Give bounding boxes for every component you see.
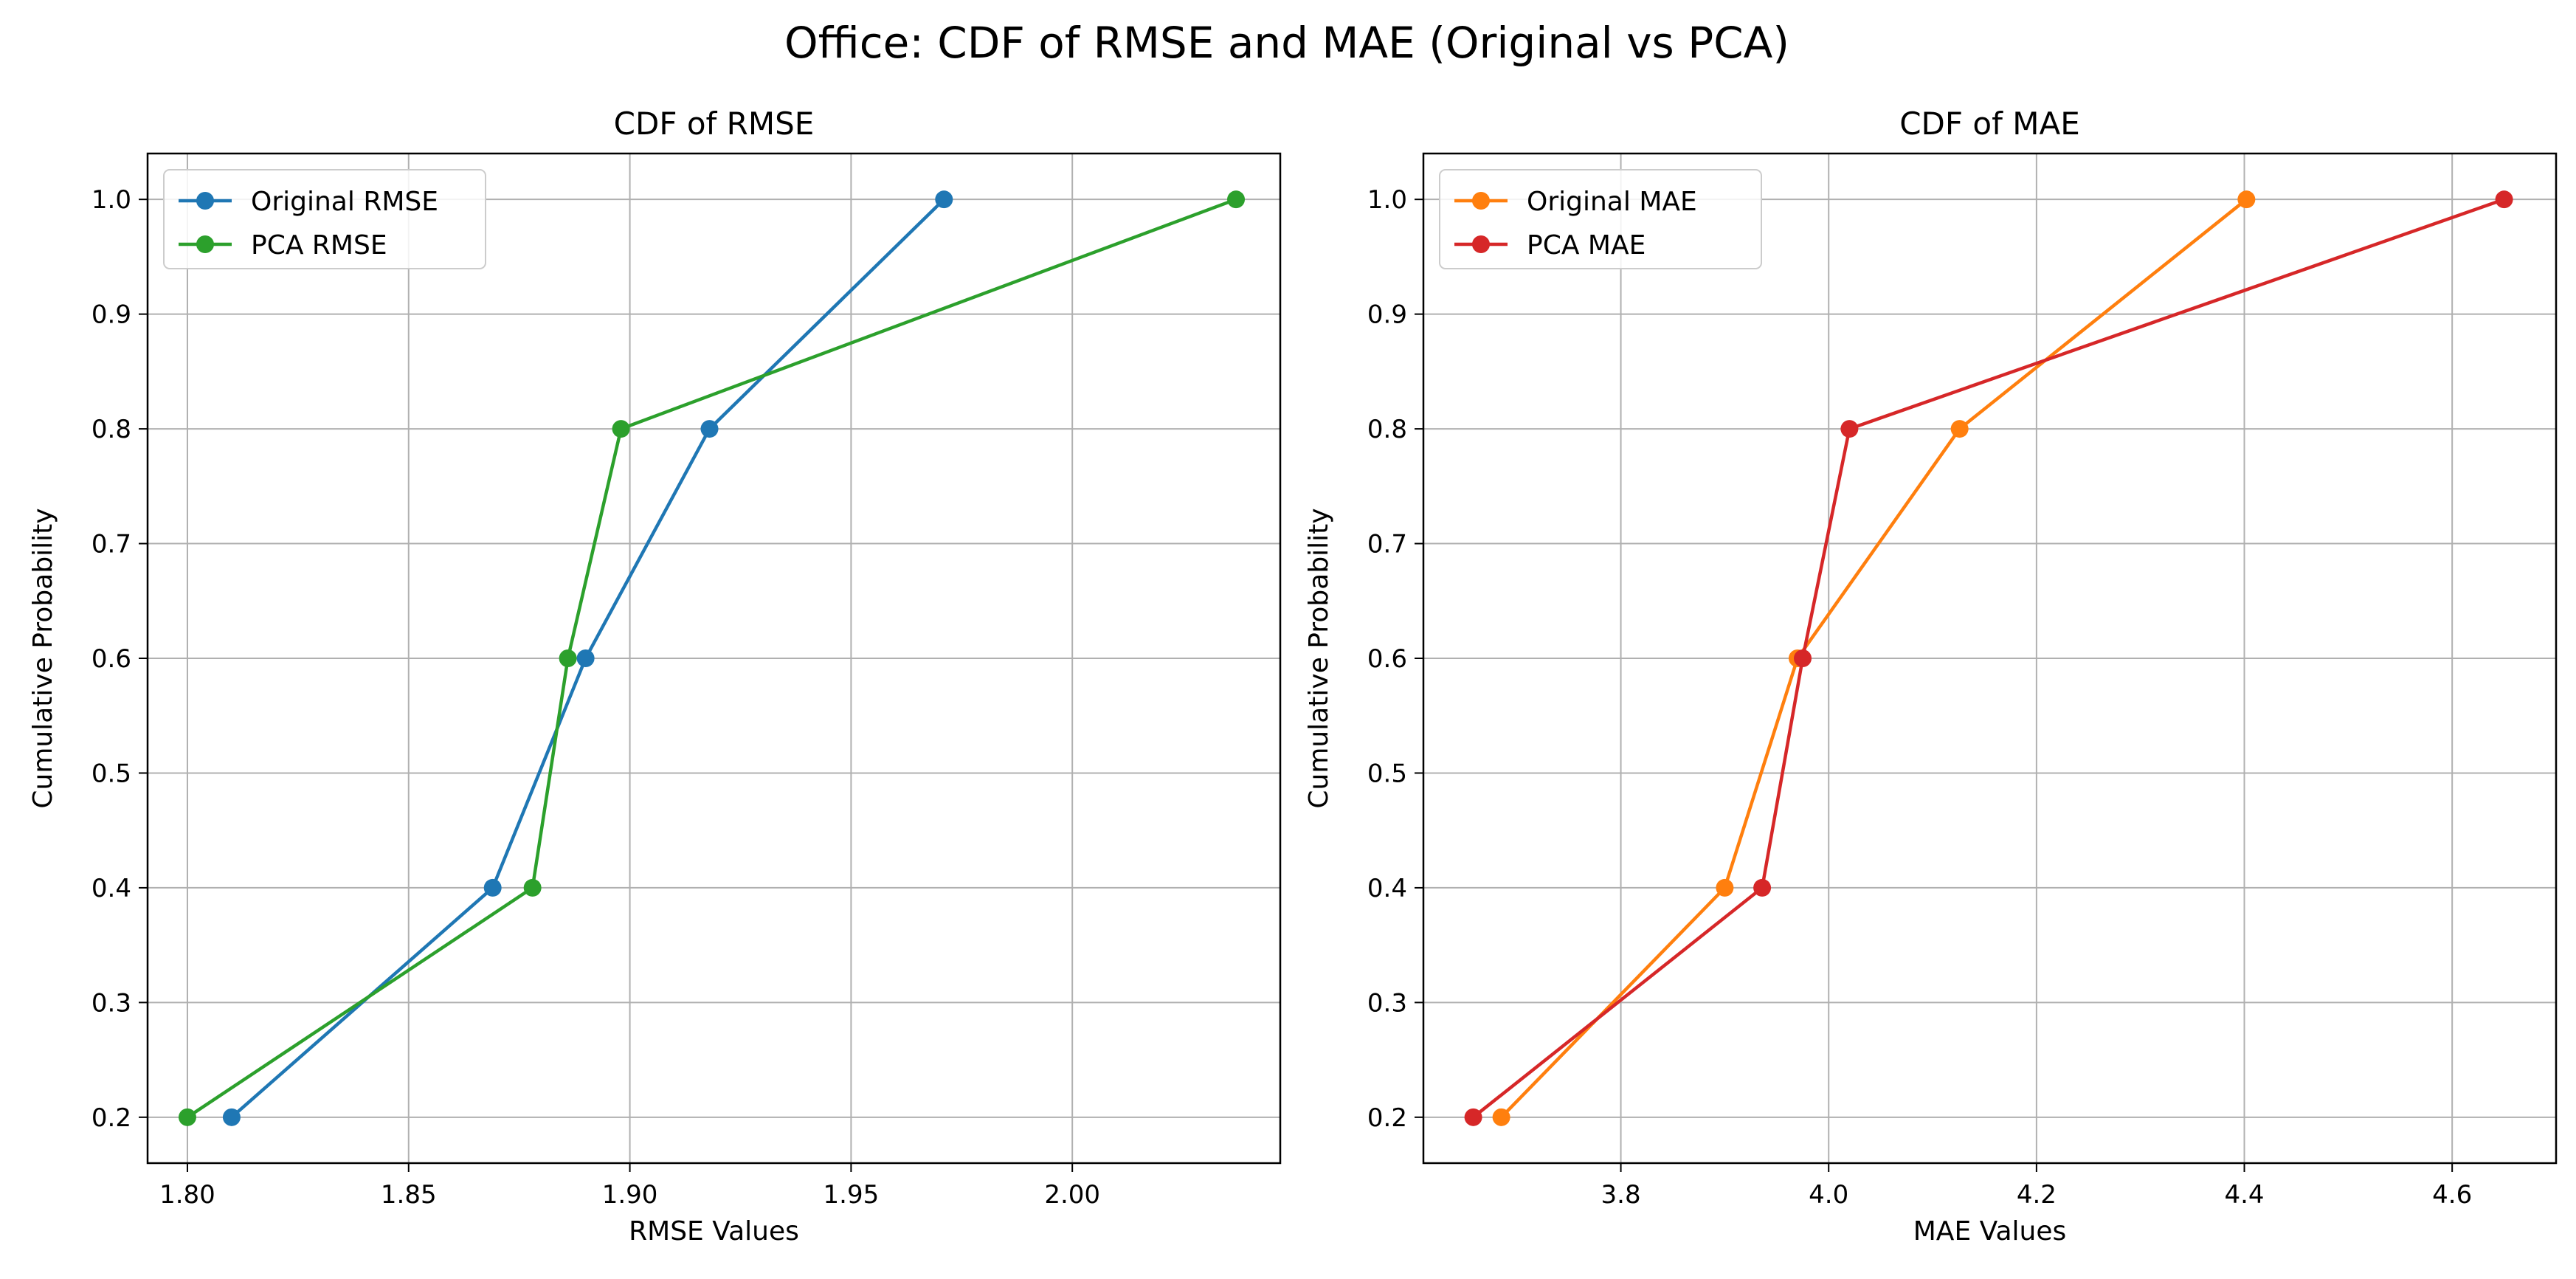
pca-mae-point (1840, 420, 1859, 438)
mae-y-tick-label: 1.0 (1367, 185, 1407, 215)
rmse-y-tick-label: 0.2 (91, 1103, 131, 1133)
mae-y-tick-label: 0.5 (1367, 759, 1407, 788)
rmse-axes-frame (146, 152, 1282, 1165)
rmse-x-tick-label: 1.90 (602, 1180, 658, 1210)
original-rmse-point (935, 190, 953, 209)
mae-y-tick-label: 0.6 (1367, 644, 1407, 674)
mae-x-axis-label: MAE Values (1913, 1216, 2067, 1247)
rmse-y-tick-label: 0.4 (91, 874, 131, 903)
mae-y-tick-label: 0.7 (1367, 530, 1407, 559)
rmse-x-tick-label: 2.00 (1044, 1180, 1100, 1210)
mae-y-tick-label: 0.3 (1367, 988, 1407, 1018)
figure-suptitle: Office: CDF of RMSE and MAE (Original vs… (784, 18, 1789, 68)
pca-rmse-legend-marker (196, 235, 214, 253)
mae-y-tick-label: 0.2 (1367, 1103, 1407, 1133)
rmse-y-tick-label: 0.9 (91, 300, 131, 330)
pca-rmse-point (612, 420, 630, 438)
pca-mae-legend-marker (1472, 235, 1490, 253)
rmse-legend-box (163, 169, 486, 269)
mae-axes-frame (1422, 152, 2558, 1165)
rmse-y-tick-label: 0.7 (91, 530, 131, 559)
rmse-y-tick-label: 0.6 (91, 644, 131, 674)
rmse-x-tick-label: 1.80 (159, 1180, 215, 1210)
original-rmse-point (483, 878, 502, 897)
original-mae-point (1716, 878, 1734, 897)
rmse-x-tick-label: 1.95 (823, 1180, 880, 1210)
mae-x-tick-label: 4.6 (2432, 1180, 2472, 1210)
original-mae-point (1492, 1108, 1510, 1126)
mae-x-tick-label: 4.2 (2017, 1180, 2057, 1210)
pca-mae-point (1794, 649, 1812, 667)
mae-legend-box (1439, 169, 1762, 269)
pca-rmse-point (178, 1108, 196, 1126)
mae-x-tick-label: 4.4 (2224, 1180, 2264, 1210)
rmse-y-tick-label: 0.5 (91, 759, 131, 788)
mae-y-tick-label: 0.9 (1367, 300, 1407, 330)
original-rmse-legend-label: Original RMSE (251, 187, 438, 217)
rmse-y-tick-label: 0.3 (91, 988, 131, 1018)
original-mae-legend-marker (1472, 192, 1490, 210)
original-rmse-point (222, 1108, 241, 1126)
rmse-x-tick-label: 1.85 (381, 1180, 437, 1210)
mae-y-tick-label: 0.8 (1367, 415, 1407, 444)
rmse-y-tick-label: 1.0 (91, 185, 131, 215)
mae-y-tick-label: 0.4 (1367, 874, 1407, 903)
original-rmse-point (700, 420, 719, 438)
mae-x-tick-label: 4.0 (1809, 1180, 1848, 1210)
original-rmse-point (576, 649, 595, 667)
pca-mae-point (2495, 190, 2513, 209)
rmse-x-axis-label: RMSE Values (629, 1216, 799, 1247)
rmse-axes-title: CDF of RMSE (614, 106, 815, 142)
rmse-legend: Original RMSE PCA RMSE (163, 169, 486, 269)
rmse-cdf-axes: 1.80 1.85 1.90 1.95 2.00 0.2 0.3 0.4 0.5 0.6 0.7 0.… (28, 106, 1282, 1247)
pca-mae-point (1753, 878, 1772, 897)
original-mae-point (2237, 190, 2256, 209)
pca-rmse-point (1227, 190, 1246, 209)
mae-cdf-axes: 3.8 4.0 4.2 4.4 4.6 0.2 0.3 0.4 0.5 0.6 0.7 0.8 0.9 1… (1304, 106, 2558, 1247)
original-mae-legend-label: Original MAE (1527, 187, 1697, 217)
rmse-y-axis-label: Cumulative Probability (28, 508, 58, 808)
mae-legend: Original MAE PCA MAE (1439, 169, 1762, 269)
mae-y-axis-label: Cumulative Probability (1304, 508, 1334, 808)
mae-axes-title: CDF of MAE (1899, 106, 2080, 142)
rmse-y-tick-label: 0.8 (91, 415, 131, 444)
mae-x-tick-label: 3.8 (1601, 1180, 1641, 1210)
pca-rmse-point (523, 878, 542, 897)
original-mae-point (1950, 420, 1969, 438)
pca-rmse-point (559, 649, 577, 667)
original-rmse-legend-marker (196, 192, 214, 210)
pca-rmse-legend-label: PCA RMSE (251, 230, 387, 261)
pca-mae-point (1464, 1108, 1482, 1126)
pca-mae-legend-label: PCA MAE (1527, 230, 1646, 261)
